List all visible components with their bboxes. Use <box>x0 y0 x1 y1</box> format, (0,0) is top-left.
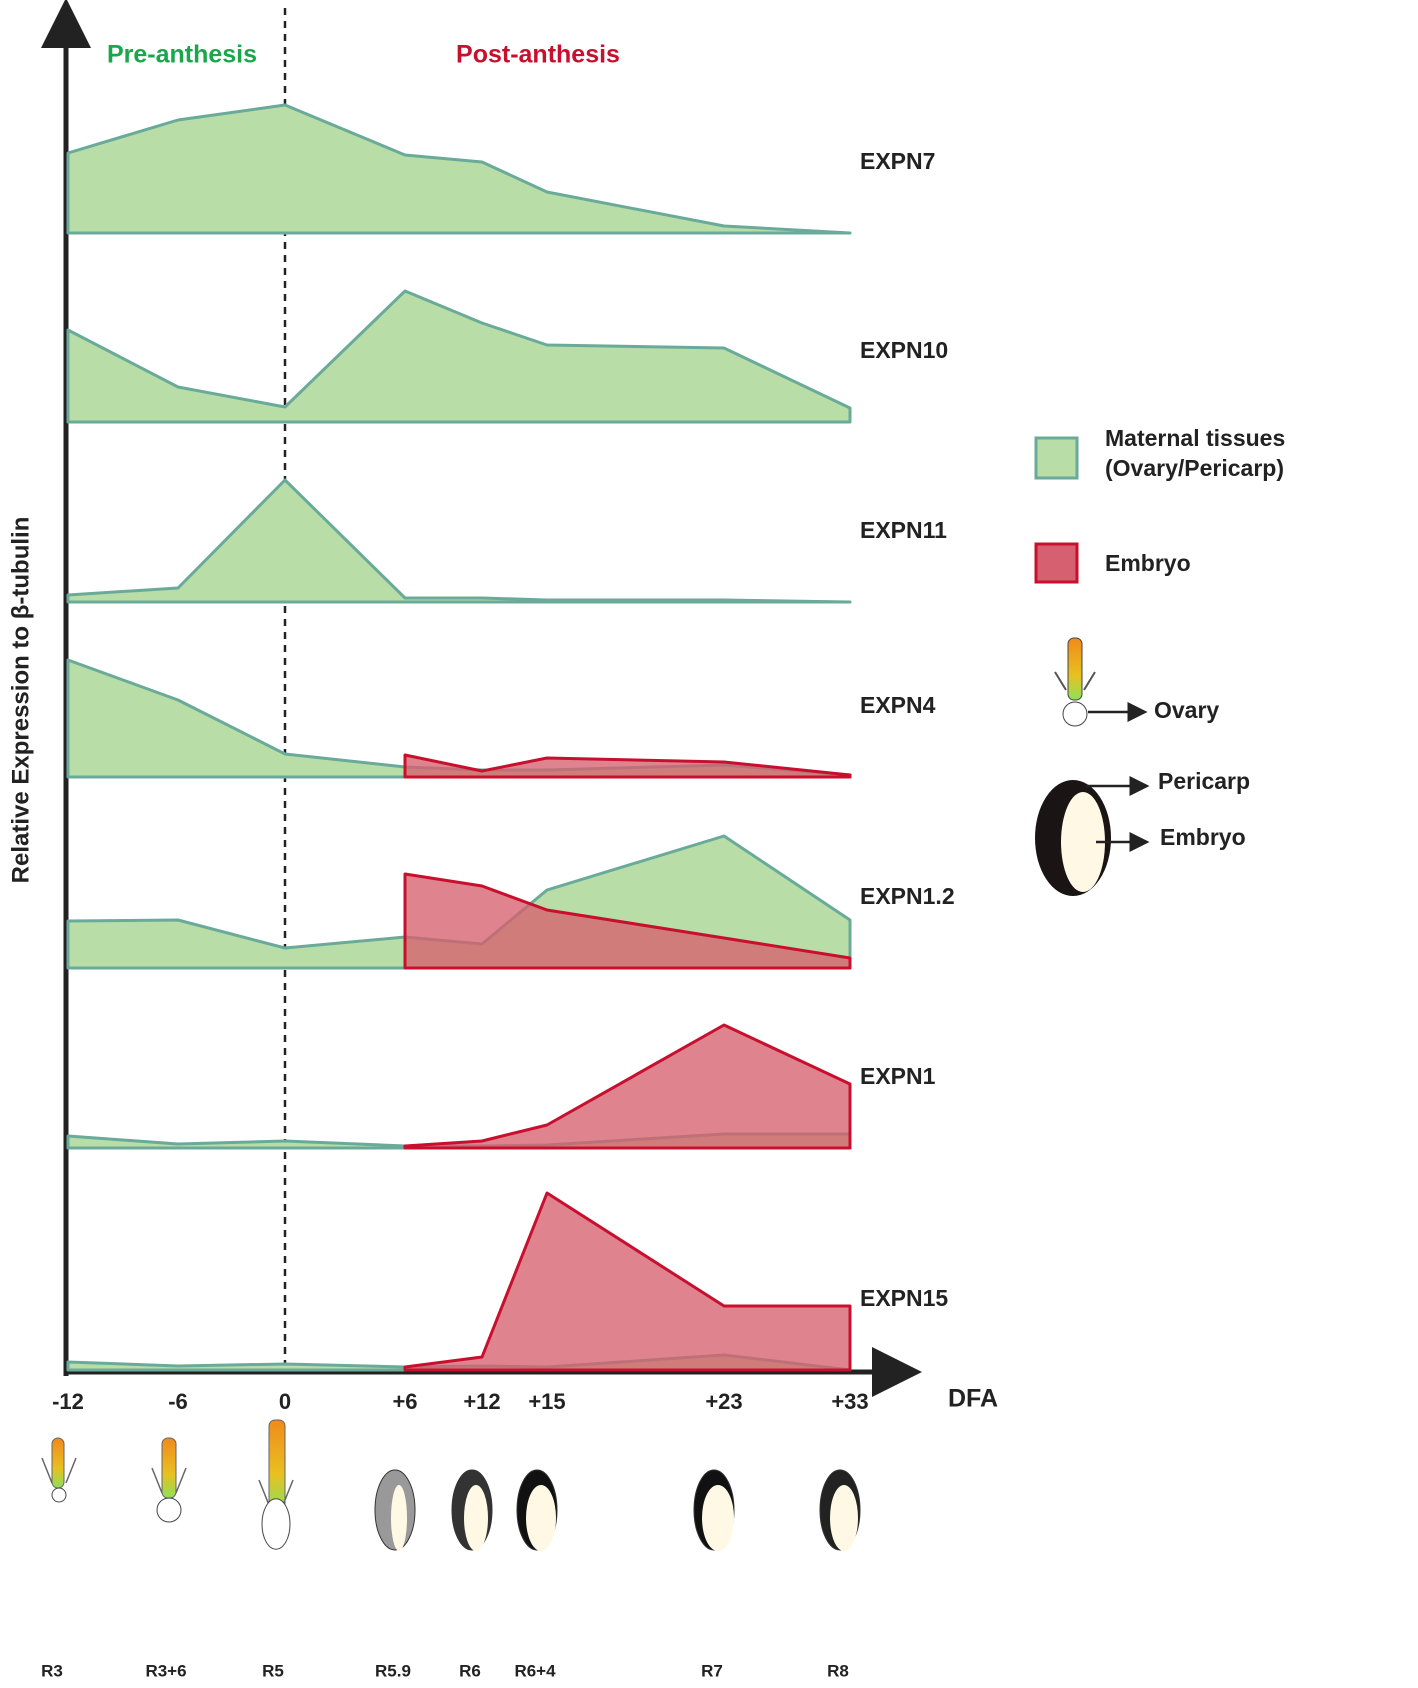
stage-icon <box>151 1437 187 1523</box>
pistil <box>268 1419 286 1511</box>
panel-label: EXPN11 <box>860 517 947 543</box>
panel-label: EXPN1.2 <box>860 883 955 909</box>
stage-label: R3+6 <box>145 1661 186 1680</box>
x-tick-label: +33 <box>831 1389 868 1414</box>
stage-label: R6 <box>459 1661 481 1680</box>
panel-label: EXPN7 <box>860 148 935 174</box>
maternal-area <box>66 103 852 235</box>
stage-icon <box>819 1469 861 1551</box>
bract <box>41 1457 77 1484</box>
embryo-area <box>403 753 852 779</box>
ovary <box>156 1497 182 1523</box>
x-tick-label: +6 <box>392 1389 417 1414</box>
stage-label: R8 <box>827 1661 849 1680</box>
stage-icon <box>41 1437 77 1503</box>
maternal-area <box>66 289 852 424</box>
pistil <box>161 1437 177 1499</box>
embryo-area <box>403 1191 852 1372</box>
diagram-label: Ovary <box>1154 697 1219 723</box>
embryo-area <box>403 1023 852 1150</box>
stage-icon <box>516 1469 558 1551</box>
stage-icon <box>693 1469 735 1551</box>
x-tick-label: -12 <box>52 1389 84 1414</box>
ovary-icon <box>1054 637 1148 727</box>
annotation: Post-anthesis <box>456 41 620 69</box>
panel-label: EXPN15 <box>860 1285 948 1311</box>
embryo <box>526 1485 556 1551</box>
panel-label: EXPN4 <box>860 692 936 718</box>
embryo <box>702 1485 734 1551</box>
x-tick-label: 0 <box>279 1389 291 1414</box>
ovary <box>261 1498 291 1550</box>
diagram-label: Pericarp <box>1158 768 1250 794</box>
x-tick-label: +15 <box>528 1389 565 1414</box>
stage-label: R5 <box>262 1661 284 1680</box>
embryo <box>464 1485 488 1551</box>
bract <box>151 1467 187 1494</box>
legend-swatch <box>1034 436 1079 480</box>
annotation: Pre-anthesis <box>107 41 257 69</box>
panel-label: EXPN10 <box>860 337 948 363</box>
legend-swatch <box>1034 542 1079 584</box>
x-tick-label: +12 <box>463 1389 500 1414</box>
maternal-area <box>66 478 852 604</box>
x-axis-label: DFA <box>948 1385 998 1413</box>
x-tick-label: +23 <box>705 1389 742 1414</box>
stage-icon <box>374 1469 416 1551</box>
panel-label: EXPN1 <box>860 1063 936 1089</box>
legend-label: Embryo <box>1105 550 1191 576</box>
stage-label: R3 <box>41 1661 63 1680</box>
ovary <box>51 1487 67 1503</box>
legend-label: Maternal tissues (Ovary/Pericarp) <box>1105 425 1286 481</box>
bract <box>258 1479 294 1506</box>
embryo-area <box>403 872 852 970</box>
stage-icon <box>258 1419 294 1550</box>
maternal-area <box>66 658 852 779</box>
stage-label: R6+4 <box>514 1661 556 1680</box>
pistil <box>51 1437 65 1489</box>
stage-label: R7 <box>701 1661 723 1680</box>
diagram-label: Embryo <box>1160 824 1246 850</box>
stage-icon <box>451 1469 493 1551</box>
seed-icon <box>1035 776 1150 896</box>
embryo <box>830 1485 858 1551</box>
y-axis-label: Relative Expression to β-tubulin <box>7 517 34 884</box>
embryo <box>391 1485 407 1551</box>
x-tick-label: -6 <box>168 1389 188 1414</box>
stage-label: R5.9 <box>375 1661 411 1680</box>
